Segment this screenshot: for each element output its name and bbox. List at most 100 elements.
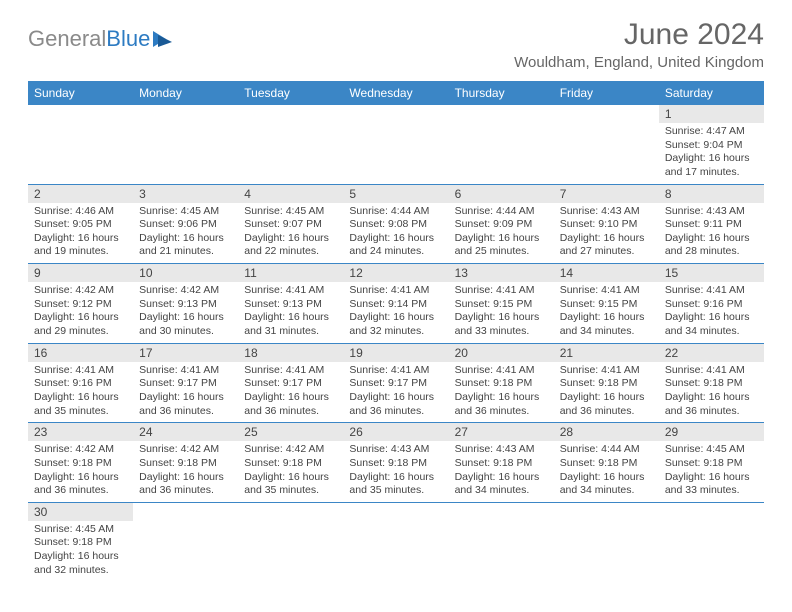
day-body: Sunrise: 4:45 AMSunset: 9:18 PMDaylight:… <box>659 441 764 502</box>
daylight-line: Daylight: 16 hours and 34 minutes. <box>560 471 653 498</box>
sunset-line: Sunset: 9:17 PM <box>139 377 232 391</box>
sunrise-line: Sunrise: 4:41 AM <box>349 364 442 378</box>
day-number: 21 <box>554 344 659 362</box>
calendar-cell: 15Sunrise: 4:41 AMSunset: 9:16 PMDayligh… <box>659 264 764 344</box>
sunset-line: Sunset: 9:16 PM <box>665 298 758 312</box>
calendar-cell: 22Sunrise: 4:41 AMSunset: 9:18 PMDayligh… <box>659 343 764 423</box>
calendar-cell-empty <box>449 105 554 184</box>
day-number: 1 <box>659 105 764 123</box>
calendar-cell: 26Sunrise: 4:43 AMSunset: 9:18 PMDayligh… <box>343 423 448 503</box>
day-body: Sunrise: 4:45 AMSunset: 9:07 PMDaylight:… <box>238 203 343 264</box>
sunset-line: Sunset: 9:10 PM <box>560 218 653 232</box>
sunset-line: Sunset: 9:18 PM <box>349 457 442 471</box>
weekday-header: Monday <box>133 81 238 105</box>
day-number: 22 <box>659 344 764 362</box>
day-number: 4 <box>238 185 343 203</box>
weekday-header: Wednesday <box>343 81 448 105</box>
calendar-cell-empty <box>238 502 343 581</box>
logo-text-2: Blue <box>106 26 150 51</box>
day-body: Sunrise: 4:41 AMSunset: 9:13 PMDaylight:… <box>238 282 343 343</box>
day-body: Sunrise: 4:41 AMSunset: 9:15 PMDaylight:… <box>554 282 659 343</box>
calendar-cell: 23Sunrise: 4:42 AMSunset: 9:18 PMDayligh… <box>28 423 133 503</box>
day-body: Sunrise: 4:44 AMSunset: 9:09 PMDaylight:… <box>449 203 554 264</box>
day-body: Sunrise: 4:42 AMSunset: 9:18 PMDaylight:… <box>238 441 343 502</box>
calendar-cell: 30Sunrise: 4:45 AMSunset: 9:18 PMDayligh… <box>28 502 133 581</box>
sunset-line: Sunset: 9:12 PM <box>34 298 127 312</box>
calendar-cell: 24Sunrise: 4:42 AMSunset: 9:18 PMDayligh… <box>133 423 238 503</box>
calendar-cell: 7Sunrise: 4:43 AMSunset: 9:10 PMDaylight… <box>554 184 659 264</box>
daylight-line: Daylight: 16 hours and 35 minutes. <box>244 471 337 498</box>
day-body: Sunrise: 4:41 AMSunset: 9:18 PMDaylight:… <box>449 362 554 423</box>
logo: GeneralBlue <box>28 26 176 52</box>
daylight-line: Daylight: 16 hours and 34 minutes. <box>455 471 548 498</box>
calendar-cell-empty <box>554 105 659 184</box>
calendar-cell: 4Sunrise: 4:45 AMSunset: 9:07 PMDaylight… <box>238 184 343 264</box>
sunset-line: Sunset: 9:18 PM <box>244 457 337 471</box>
day-body: Sunrise: 4:41 AMSunset: 9:15 PMDaylight:… <box>449 282 554 343</box>
daylight-line: Daylight: 16 hours and 22 minutes. <box>244 232 337 259</box>
sunset-line: Sunset: 9:16 PM <box>34 377 127 391</box>
calendar-table: SundayMondayTuesdayWednesdayThursdayFrid… <box>28 81 764 581</box>
sunset-line: Sunset: 9:18 PM <box>34 536 127 550</box>
day-number: 9 <box>28 264 133 282</box>
daylight-line: Daylight: 16 hours and 19 minutes. <box>34 232 127 259</box>
calendar-cell: 25Sunrise: 4:42 AMSunset: 9:18 PMDayligh… <box>238 423 343 503</box>
sunset-line: Sunset: 9:06 PM <box>139 218 232 232</box>
daylight-line: Daylight: 16 hours and 34 minutes. <box>665 311 758 338</box>
sunset-line: Sunset: 9:18 PM <box>455 377 548 391</box>
logo-text-1: General <box>28 26 106 51</box>
day-number: 11 <box>238 264 343 282</box>
sunrise-line: Sunrise: 4:41 AM <box>665 284 758 298</box>
month-title: June 2024 <box>514 18 764 52</box>
weekday-header: Thursday <box>449 81 554 105</box>
calendar-cell: 19Sunrise: 4:41 AMSunset: 9:17 PMDayligh… <box>343 343 448 423</box>
day-body: Sunrise: 4:41 AMSunset: 9:18 PMDaylight:… <box>659 362 764 423</box>
daylight-line: Daylight: 16 hours and 21 minutes. <box>139 232 232 259</box>
sunset-line: Sunset: 9:09 PM <box>455 218 548 232</box>
sunrise-line: Sunrise: 4:41 AM <box>560 284 653 298</box>
sunrise-line: Sunrise: 4:41 AM <box>455 284 548 298</box>
day-body: Sunrise: 4:41 AMSunset: 9:17 PMDaylight:… <box>238 362 343 423</box>
calendar-cell: 13Sunrise: 4:41 AMSunset: 9:15 PMDayligh… <box>449 264 554 344</box>
sunset-line: Sunset: 9:11 PM <box>665 218 758 232</box>
day-number: 2 <box>28 185 133 203</box>
daylight-line: Daylight: 16 hours and 35 minutes. <box>349 471 442 498</box>
calendar-cell: 16Sunrise: 4:41 AMSunset: 9:16 PMDayligh… <box>28 343 133 423</box>
day-body: Sunrise: 4:43 AMSunset: 9:11 PMDaylight:… <box>659 203 764 264</box>
sunset-line: Sunset: 9:14 PM <box>349 298 442 312</box>
day-body: Sunrise: 4:44 AMSunset: 9:18 PMDaylight:… <box>554 441 659 502</box>
sunset-line: Sunset: 9:04 PM <box>665 139 758 153</box>
sunset-line: Sunset: 9:18 PM <box>560 457 653 471</box>
daylight-line: Daylight: 16 hours and 36 minutes. <box>665 391 758 418</box>
daylight-line: Daylight: 16 hours and 36 minutes. <box>560 391 653 418</box>
sunrise-line: Sunrise: 4:43 AM <box>560 205 653 219</box>
day-body: Sunrise: 4:42 AMSunset: 9:13 PMDaylight:… <box>133 282 238 343</box>
sunset-line: Sunset: 9:18 PM <box>560 377 653 391</box>
daylight-line: Daylight: 16 hours and 33 minutes. <box>665 471 758 498</box>
weekday-header: Friday <box>554 81 659 105</box>
calendar-cell: 9Sunrise: 4:42 AMSunset: 9:12 PMDaylight… <box>28 264 133 344</box>
daylight-line: Daylight: 16 hours and 33 minutes. <box>455 311 548 338</box>
header: GeneralBlue June 2024 Wouldham, England,… <box>28 18 764 71</box>
daylight-line: Daylight: 16 hours and 34 minutes. <box>560 311 653 338</box>
calendar-cell: 17Sunrise: 4:41 AMSunset: 9:17 PMDayligh… <box>133 343 238 423</box>
calendar-row: 9Sunrise: 4:42 AMSunset: 9:12 PMDaylight… <box>28 264 764 344</box>
sunrise-line: Sunrise: 4:45 AM <box>244 205 337 219</box>
weekday-header: Saturday <box>659 81 764 105</box>
day-body: Sunrise: 4:42 AMSunset: 9:12 PMDaylight:… <box>28 282 133 343</box>
day-number: 25 <box>238 423 343 441</box>
day-body: Sunrise: 4:41 AMSunset: 9:14 PMDaylight:… <box>343 282 448 343</box>
calendar-cell: 14Sunrise: 4:41 AMSunset: 9:15 PMDayligh… <box>554 264 659 344</box>
location: Wouldham, England, United Kingdom <box>514 54 764 71</box>
calendar-cell-empty <box>449 502 554 581</box>
calendar-cell: 28Sunrise: 4:44 AMSunset: 9:18 PMDayligh… <box>554 423 659 503</box>
calendar-cell-empty <box>238 105 343 184</box>
sunrise-line: Sunrise: 4:44 AM <box>349 205 442 219</box>
sunrise-line: Sunrise: 4:41 AM <box>560 364 653 378</box>
sunrise-line: Sunrise: 4:43 AM <box>665 205 758 219</box>
calendar-cell: 10Sunrise: 4:42 AMSunset: 9:13 PMDayligh… <box>133 264 238 344</box>
daylight-line: Daylight: 16 hours and 17 minutes. <box>665 152 758 179</box>
calendar-cell: 27Sunrise: 4:43 AMSunset: 9:18 PMDayligh… <box>449 423 554 503</box>
sunrise-line: Sunrise: 4:44 AM <box>455 205 548 219</box>
day-body: Sunrise: 4:41 AMSunset: 9:17 PMDaylight:… <box>133 362 238 423</box>
